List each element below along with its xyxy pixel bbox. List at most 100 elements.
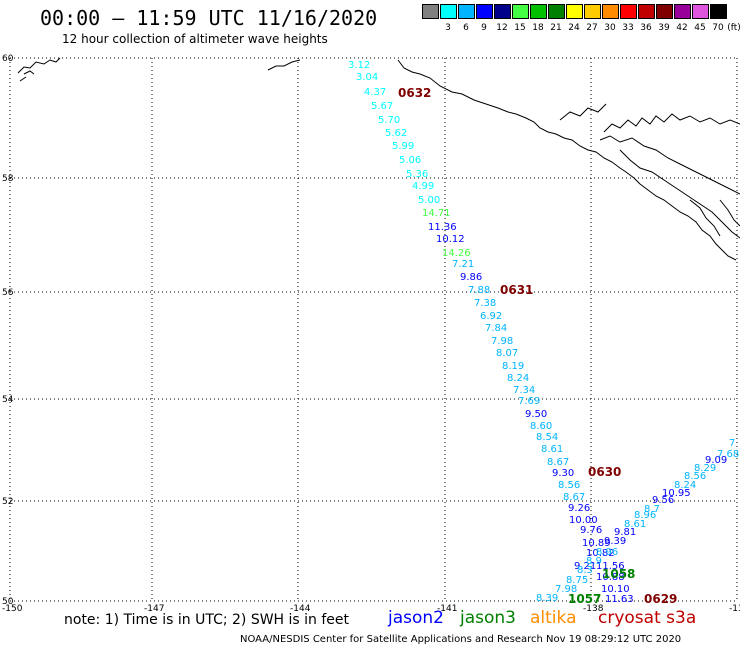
track-time-label: 0631	[500, 283, 533, 297]
wave-height-label: 8.96	[596, 547, 618, 558]
latitude-tick-label: 50	[2, 597, 14, 607]
satellite-legend-item: jason2	[388, 608, 444, 628]
coastline	[17, 57, 740, 261]
wave-height-label: 8.7	[644, 504, 660, 515]
track-time-label: 0629	[644, 592, 677, 606]
map-title: 00:00 – 11:59 UTC 11/16/2020	[40, 6, 378, 30]
wave-height-label: 9.50	[525, 409, 547, 420]
wave-height-label: 4.37	[364, 87, 386, 98]
wave-height-label: 10.89	[582, 538, 611, 549]
scale-swatch	[530, 4, 547, 19]
track-time-label: 0632	[398, 86, 431, 100]
latitude-tick-label: 58	[2, 174, 14, 184]
scale-label: 15	[514, 23, 526, 33]
wave-height-label: 8.3	[577, 565, 593, 576]
wave-height-label: 10.10	[601, 584, 630, 595]
wave-height-label: 11.63	[605, 594, 634, 605]
longitude-tick-label: -144	[290, 604, 311, 614]
scale-label: 6	[463, 23, 469, 33]
wave-height-label: 14.71	[422, 208, 451, 219]
wave-height-label: 9.76	[580, 525, 602, 536]
wave-height-label: 8.07	[496, 348, 518, 359]
wave-height-label: 9.21	[574, 561, 596, 572]
longitude-tick-label: -147	[144, 604, 164, 614]
wave-height-label: 10.88	[596, 572, 625, 583]
wave-height-label: 10.00	[569, 515, 598, 526]
wave-height-label: 11.56	[596, 561, 625, 572]
scale-unit: (ft)	[727, 23, 740, 33]
longitude-tick-label: -13	[729, 604, 740, 614]
scale-swatch	[692, 4, 709, 19]
map-subtitle: 12 hour collection of altimeter wave hei…	[62, 32, 328, 46]
scale-swatch	[638, 4, 655, 19]
scale-swatch	[458, 4, 475, 19]
wave-height-label: 5.70	[378, 115, 400, 126]
wave-height-label: 6.92	[480, 311, 502, 322]
wave-height-label: 8.67	[547, 457, 569, 468]
wave-height-label: 5.62	[385, 128, 407, 139]
satellite-legend-item: jason3	[460, 608, 516, 628]
scale-label: 30	[604, 23, 616, 33]
latitude-tick-label: 52	[2, 497, 13, 507]
wave-height-label: 7.98	[491, 336, 513, 347]
scale-swatch	[656, 4, 673, 19]
scale-label: 70	[712, 23, 724, 33]
wave-height-label: 8.67	[563, 492, 585, 503]
wave-height-label: 8.61	[624, 519, 646, 530]
scale-label: 24	[568, 23, 580, 33]
wave-height-label: 10.95	[662, 488, 691, 499]
wave-height-label: 9.09	[705, 455, 727, 466]
latitude-tick-label: 60	[2, 54, 14, 64]
footnote: note: 1) Time is in UTC; 2) SWH is in fe…	[64, 612, 350, 628]
scale-swatch	[620, 4, 637, 19]
scale-label: 12	[496, 23, 508, 33]
wave-height-label: 5.06	[399, 155, 421, 166]
scale-swatch	[566, 4, 583, 19]
wave-height-label: 9.86	[460, 272, 482, 283]
wave-height-label: 8.24	[507, 373, 529, 384]
wave-height-label: 9.26	[568, 503, 590, 514]
scale-label: 9	[481, 23, 487, 33]
latitude-tick-label: 54	[2, 395, 14, 405]
scale-label: 33	[622, 23, 634, 33]
scale-swatch	[494, 4, 511, 19]
wave-height-label: 3.04	[356, 72, 378, 83]
scale-label: 21	[550, 23, 562, 33]
wave-height-label: 3.12	[348, 60, 370, 71]
scale-swatch	[512, 4, 529, 19]
latitude-tick-label: 56	[2, 288, 14, 298]
wave-height-label: 8.75	[566, 575, 588, 586]
scale-label: 39	[658, 23, 670, 33]
satellite-legend-item: cryosat s3a	[598, 608, 697, 628]
scale-swatch	[548, 4, 565, 19]
wave-height-label: 10.82	[586, 548, 615, 559]
wave-height-label: 8.96	[634, 510, 656, 521]
wave-height-label: 7	[729, 438, 735, 449]
wave-height-label: 7.68	[717, 449, 739, 460]
credit-footer: NOAA/NESDIS Center for Satellite Applica…	[240, 634, 682, 645]
wave-height-label: 8.9	[586, 556, 602, 567]
lat-lon-grid	[9, 57, 738, 602]
wave-height-label: 8.54	[536, 432, 558, 443]
scale-swatch	[710, 4, 727, 19]
scale-swatch	[674, 4, 691, 19]
wave-height-label: 7.84	[485, 323, 507, 334]
wave-height-label: 8.61	[541, 444, 563, 455]
wave-height-label: 7.98	[555, 584, 577, 595]
longitude-tick-label: -141	[437, 604, 457, 614]
track-time-label: 1057	[568, 592, 601, 606]
wave-height-label: 4.99	[412, 181, 434, 192]
track-time-label: 1058	[602, 567, 635, 581]
wave-height-label: 14.26	[442, 248, 471, 259]
longitude-tick-label: -150	[2, 604, 23, 614]
wave-height-label: 8.56	[684, 471, 706, 482]
wave-height-label: 5.99	[392, 141, 414, 152]
wave-height-label: 5.00	[418, 195, 440, 206]
scale-swatch	[422, 4, 439, 19]
wave-height-label: 7.69	[518, 396, 540, 407]
scale-label: 36	[640, 23, 652, 33]
wave-height-label: 8.29	[694, 463, 716, 474]
scale-label: 3	[445, 23, 451, 33]
axis-tick-labels: 60 58 56 54 52 50-150 -147 -144 -141 -138 -13	[2, 54, 740, 614]
